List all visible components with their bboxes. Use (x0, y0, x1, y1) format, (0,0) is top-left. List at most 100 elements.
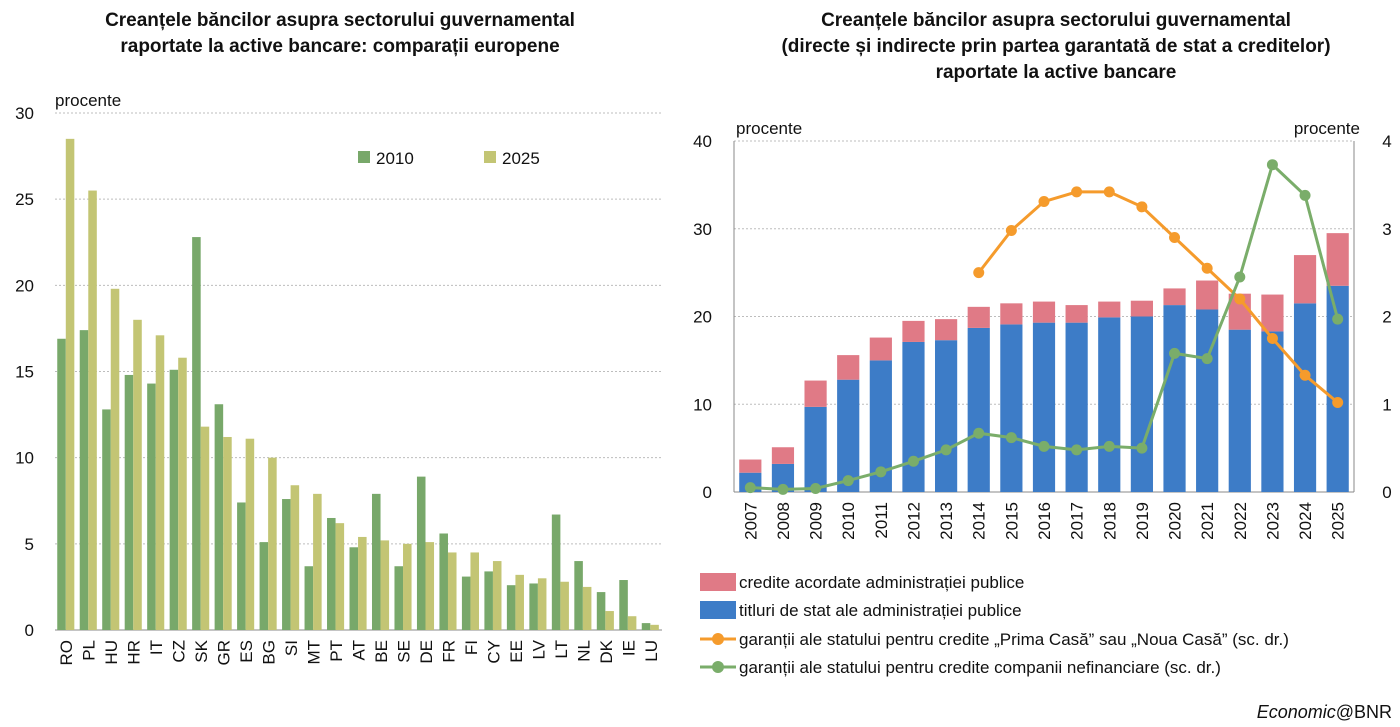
point-prima-casa-2024 (1299, 369, 1311, 381)
y-axis-unit: procente (55, 91, 121, 110)
left-chart: Creanțele băncilor asupra sectorului guv… (15, 10, 662, 666)
bar-segment-credite-2012 (902, 320, 925, 342)
bar-segment-credite-2018 (1098, 301, 1121, 318)
x-tick-label: 2012 (904, 502, 923, 540)
legend-marker-prima-casa (712, 633, 724, 645)
x-tick-label: SK (192, 639, 211, 662)
bar-2025-DK (605, 611, 614, 630)
bar-segment-titluri-2015 (1000, 324, 1023, 492)
bar-2025-SK (200, 426, 210, 630)
x-tick-label: SI (282, 640, 301, 656)
y-left-tick-label: 30 (693, 220, 712, 239)
bar-2025-MT (313, 493, 322, 630)
x-tick-label: 2013 (937, 502, 956, 540)
bar-2010-BG (259, 542, 269, 630)
bar-segment-titluri-2022 (1228, 329, 1251, 492)
credit-italic: Economic (1256, 702, 1336, 722)
bar-segment-titluri-2011 (869, 360, 892, 492)
x-tick-label: MT (305, 640, 324, 665)
chart-title-line: Creanțele băncilor asupra sectorului guv… (105, 10, 575, 31)
x-tick-label: CY (484, 640, 503, 664)
bar-2025-BG (268, 457, 277, 630)
x-tick-label: FR (439, 640, 458, 663)
point-prima-casa-2019 (1136, 201, 1148, 213)
x-tick-label: 2023 (1263, 502, 1282, 540)
legend-swatch-2010 (358, 151, 370, 163)
y-left-tick-label: 40 (693, 132, 712, 151)
point-companii-2013 (940, 444, 952, 456)
credit-rest: @BNR (1335, 702, 1392, 722)
x-tick-label: 2017 (1068, 502, 1087, 540)
bar-2010-AT (349, 547, 359, 630)
x-tick-label: HU (102, 640, 121, 665)
point-companii-2016 (1038, 440, 1050, 452)
bar-2025-LU (650, 624, 659, 630)
y-tick-label: 30 (15, 104, 34, 123)
legend-swatch-titluri (700, 601, 736, 619)
y-tick-label: 10 (15, 449, 34, 468)
x-tick-label: BE (372, 640, 391, 663)
legend-label-2010: 2010 (376, 149, 414, 168)
y-right-tick-label: 1 (1382, 395, 1391, 414)
bar-segment-credite-2010 (837, 355, 860, 380)
chart-title-line: Creanțele băncilor asupra sectorului guv… (821, 10, 1291, 31)
chart-title-line: raportate la active bancare: comparații … (120, 36, 559, 57)
legend-label-2025: 2025 (502, 149, 540, 168)
bar-segment-credite-2023 (1261, 294, 1284, 332)
bar-2025-NL (582, 586, 592, 630)
legend-marker-companii (712, 661, 724, 673)
bar-2025-LV (537, 578, 547, 630)
point-companii-2007 (744, 482, 756, 494)
bar-2010-HU (102, 409, 111, 630)
y-right-unit: procente (1294, 119, 1360, 138)
x-tick-label: CZ (170, 640, 189, 663)
point-prima-casa-2023 (1266, 332, 1278, 344)
point-companii-2022 (1234, 271, 1246, 283)
chart-title-line: raportate la active bancare (936, 62, 1177, 83)
bar-2010-ES (237, 502, 246, 630)
legend-label: garanții ale statului pentru credite com… (739, 658, 1221, 677)
bar-segment-credite-2019 (1130, 300, 1153, 317)
y-tick-label: 25 (15, 190, 34, 209)
x-tick-label: IT (147, 640, 166, 655)
x-tick-label: RO (57, 640, 76, 666)
bar-segment-titluri-2018 (1098, 317, 1121, 492)
x-tick-label: HR (125, 640, 144, 665)
line-prima-casa (977, 190, 1339, 404)
bar-2025-FI (470, 552, 480, 630)
bar-2025-DE (425, 542, 435, 630)
point-prima-casa-2020 (1169, 232, 1181, 244)
bar-segment-titluri-2010 (837, 379, 860, 492)
bar-2025-FR (447, 552, 457, 630)
x-tick-label: LV (529, 639, 548, 659)
bar-2010-LT (551, 514, 561, 630)
y-right-tick-label: 0 (1382, 483, 1391, 502)
point-companii-2010 (842, 475, 854, 487)
point-companii-2017 (1071, 444, 1083, 456)
x-tick-label: DK (597, 639, 616, 663)
bar-2010-RO (57, 338, 66, 630)
point-companii-2009 (810, 482, 822, 494)
bar-2025-EE (515, 574, 524, 630)
point-companii-2020 (1169, 347, 1181, 359)
y-tick-label: 20 (15, 276, 34, 295)
bar-2025-RO (65, 138, 75, 630)
x-tick-label: BG (260, 640, 279, 665)
bar-2010-PL (79, 330, 89, 630)
x-tick-label: 2022 (1231, 502, 1250, 540)
bar-segment-credite-2024 (1293, 255, 1317, 304)
bar-2025-IE (627, 616, 637, 630)
bar-segment-credite-2008 (771, 447, 795, 464)
point-prima-casa-2015 (1005, 225, 1017, 237)
bar-segment-credite-2014 (967, 306, 990, 328)
bar-2025-AT (358, 536, 367, 630)
bar-segment-credite-2015 (1000, 303, 1023, 325)
x-tick-label: 2016 (1035, 502, 1054, 540)
x-tick-label: 2008 (774, 502, 793, 540)
bar-segment-credite-2021 (1196, 280, 1219, 310)
bar-2010-FI (461, 576, 471, 630)
bar-2010-PT (327, 517, 336, 630)
x-tick-label: FI (462, 640, 481, 655)
y-tick-label: 15 (15, 363, 34, 382)
bar-segment-credite-2025 (1326, 233, 1349, 286)
